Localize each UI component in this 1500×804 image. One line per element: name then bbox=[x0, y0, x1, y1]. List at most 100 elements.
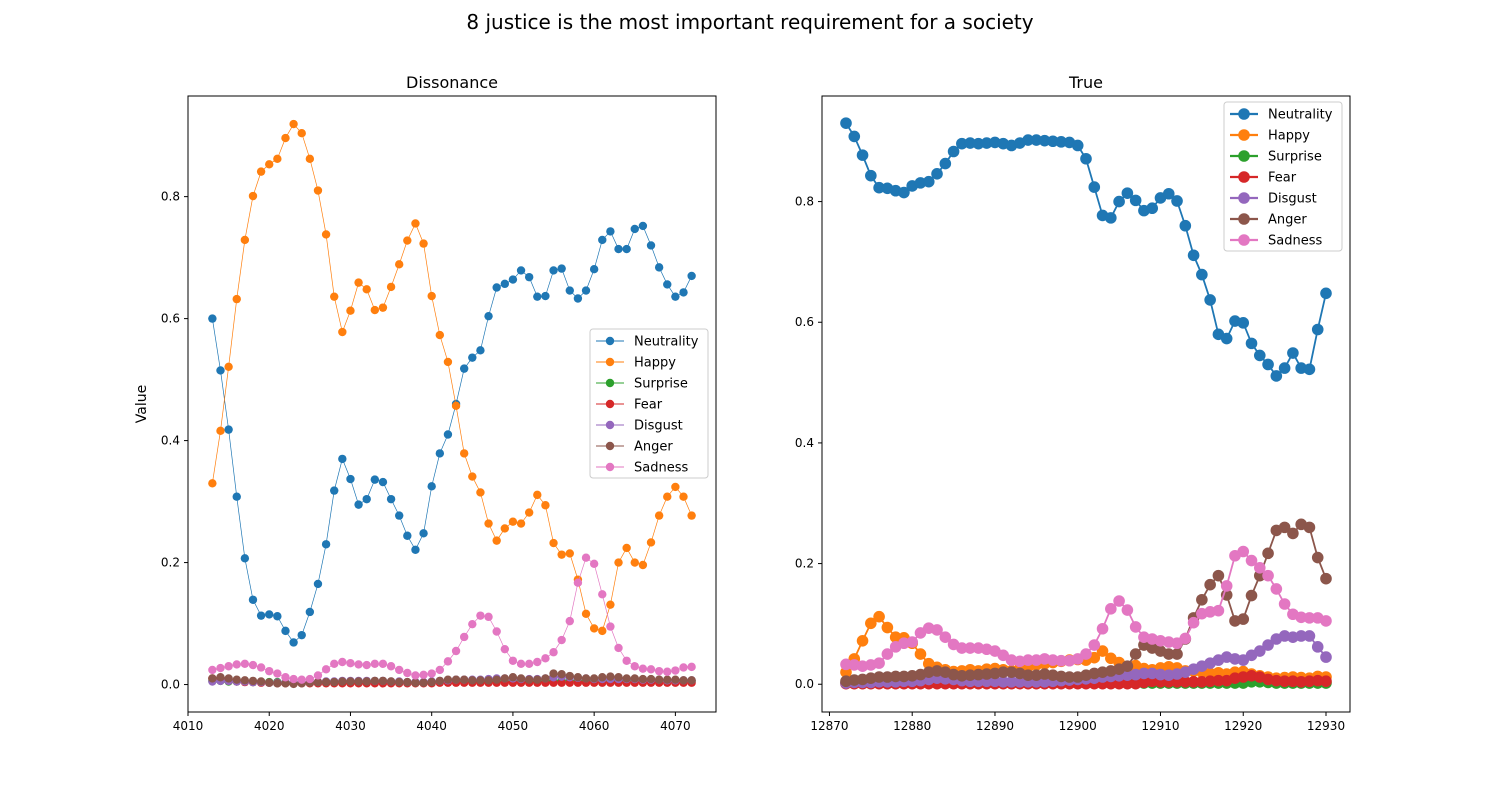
data-point bbox=[671, 675, 680, 684]
data-point bbox=[354, 677, 363, 686]
data-point bbox=[403, 236, 412, 245]
data-point bbox=[443, 357, 453, 367]
data-point bbox=[1113, 195, 1125, 208]
data-point bbox=[1171, 648, 1183, 660]
data-point bbox=[931, 624, 943, 636]
data-point bbox=[411, 678, 420, 687]
data-point bbox=[1303, 675, 1316, 688]
data-point bbox=[638, 674, 648, 684]
legend-marker bbox=[1238, 171, 1250, 183]
data-point bbox=[1187, 676, 1200, 688]
data-point bbox=[865, 169, 877, 182]
data-point bbox=[630, 224, 639, 234]
data-point bbox=[581, 553, 591, 562]
data-point bbox=[1278, 598, 1291, 610]
data-point bbox=[606, 672, 615, 681]
data-point bbox=[1121, 669, 1134, 681]
data-point bbox=[468, 676, 477, 685]
legend-marker bbox=[605, 378, 615, 388]
data-point bbox=[614, 558, 623, 567]
data-point bbox=[524, 508, 534, 517]
data-point bbox=[265, 610, 274, 619]
data-point bbox=[1055, 654, 1067, 667]
data-point bbox=[663, 667, 672, 676]
data-point bbox=[419, 670, 428, 679]
data-point bbox=[281, 133, 290, 143]
data-point bbox=[362, 660, 371, 670]
data-point bbox=[256, 167, 266, 176]
legend-label: Happy bbox=[1268, 129, 1310, 144]
data-point bbox=[273, 679, 282, 688]
data-point bbox=[1311, 323, 1324, 336]
data-point bbox=[606, 600, 615, 609]
data-point bbox=[1270, 674, 1283, 687]
legend-entry-neutrality: Neutrality bbox=[596, 335, 699, 350]
data-point bbox=[378, 303, 388, 312]
legend-marker bbox=[1238, 213, 1250, 225]
data-point bbox=[468, 353, 477, 362]
data-point bbox=[1121, 187, 1134, 199]
data-point bbox=[1162, 187, 1175, 200]
legend-marker bbox=[605, 336, 615, 346]
data-point bbox=[354, 500, 363, 509]
x-tick-label: 4010 bbox=[173, 719, 204, 733]
data-point bbox=[370, 305, 380, 315]
data-point bbox=[541, 291, 550, 301]
data-point bbox=[840, 117, 852, 129]
data-point bbox=[573, 294, 583, 303]
data-point bbox=[321, 230, 331, 239]
data-point bbox=[338, 677, 347, 686]
legend-marker bbox=[1238, 150, 1250, 162]
data-point bbox=[265, 678, 274, 687]
data-point bbox=[964, 137, 976, 149]
data-point bbox=[840, 658, 852, 671]
data-point bbox=[881, 671, 894, 683]
x-tick-label: 12920 bbox=[1224, 719, 1262, 733]
data-point bbox=[281, 679, 290, 688]
data-point bbox=[1063, 671, 1076, 683]
data-point bbox=[1295, 676, 1307, 688]
x-tick-label: 12880 bbox=[893, 719, 931, 733]
data-point bbox=[492, 627, 501, 636]
data-point bbox=[386, 282, 396, 292]
data-point bbox=[622, 674, 631, 683]
legend-marker bbox=[605, 357, 615, 367]
data-point bbox=[589, 674, 599, 683]
data-point bbox=[557, 264, 566, 273]
data-point bbox=[1005, 676, 1018, 688]
data-point bbox=[459, 675, 469, 684]
data-point bbox=[240, 676, 250, 685]
data-point bbox=[1287, 675, 1299, 688]
data-point bbox=[638, 560, 648, 570]
data-point bbox=[1220, 580, 1233, 592]
data-point bbox=[671, 292, 680, 301]
data-point bbox=[411, 545, 420, 554]
data-point bbox=[589, 559, 599, 568]
x-tick-label: 12870 bbox=[810, 719, 848, 733]
data-point bbox=[687, 511, 696, 520]
x-tick-label: 4040 bbox=[416, 719, 447, 733]
data-point bbox=[1129, 648, 1142, 660]
data-point bbox=[1179, 676, 1192, 688]
x-tick-label: 12900 bbox=[1059, 719, 1097, 733]
data-point bbox=[1113, 595, 1125, 607]
data-point bbox=[1237, 545, 1250, 558]
data-point bbox=[338, 327, 347, 337]
data-point bbox=[573, 578, 583, 587]
data-point bbox=[370, 676, 380, 686]
data-point bbox=[435, 330, 445, 340]
legend-marker bbox=[605, 420, 615, 430]
data-point bbox=[687, 676, 696, 685]
data-point bbox=[500, 524, 509, 533]
data-point bbox=[541, 654, 550, 663]
data-point bbox=[395, 260, 404, 269]
data-point bbox=[1179, 219, 1192, 232]
data-point bbox=[622, 656, 631, 665]
legend-entry-sadness: Sadness bbox=[596, 461, 688, 476]
data-point bbox=[443, 430, 453, 439]
legend-marker bbox=[1238, 108, 1250, 120]
data-point bbox=[1278, 521, 1291, 534]
data-point bbox=[281, 673, 290, 682]
data-point bbox=[305, 607, 315, 617]
y-tick-label: 0.6 bbox=[161, 312, 180, 326]
